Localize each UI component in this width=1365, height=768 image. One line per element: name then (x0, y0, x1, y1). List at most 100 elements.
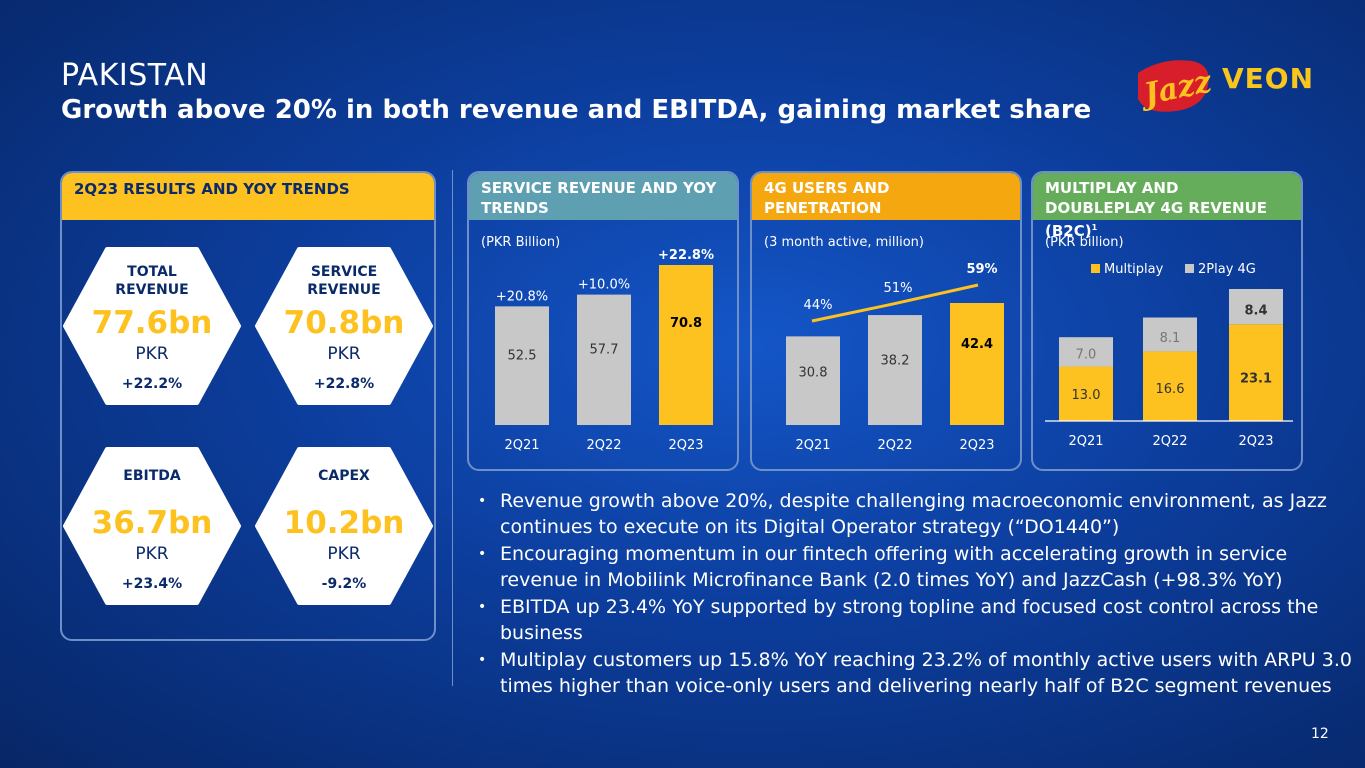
results-header: 2Q23 RESULTS AND YOY TRENDS (62, 173, 434, 220)
bullet-dot: • (478, 652, 487, 668)
page-title: Growth above 20% in both revenue and EBI… (61, 95, 1092, 125)
total-revenue-change: +22.2% (121, 376, 183, 392)
data-label: 8.4 (1244, 303, 1267, 318)
service-revenue-plot: 52.5 +20.8% 2Q21 57.7 +10.0% 2Q22 70.8 +22.8% 2Q… (495, 248, 714, 453)
hexagon-shape (255, 447, 433, 605)
bullet-dot: • (478, 493, 487, 509)
service-revenue-value: 70.8bn (283, 305, 405, 341)
data-label: 16.6 (1156, 382, 1185, 397)
tick-label: 2Q23 (1238, 434, 1273, 449)
tick-label: 2Q22 (586, 438, 621, 453)
bullet-list: • Revenue growth above 20%, despite chall… (478, 488, 1358, 700)
tick-label: 2Q21 (1068, 434, 1103, 449)
4g-users-chart-header: 4G USERS AND PENETRATION (752, 173, 1020, 220)
service-revenue-unit: PKR (327, 344, 361, 364)
tick-label: 2Q22 (1152, 434, 1187, 449)
data-label: 30.8 (799, 365, 828, 380)
4g-users-chart-subtitle: (3 month active, million) (764, 235, 924, 250)
line-label: 59% (966, 262, 997, 277)
total-revenue-unit: PKR (135, 344, 169, 364)
bar-segment (1059, 366, 1113, 421)
legend-swatch (1091, 264, 1100, 273)
bullet-item: • Multiplay customers up 15.8% YoY reachi… (478, 647, 1358, 699)
multiplay-chart-subtitle: (PKR billion) (1045, 235, 1124, 250)
tick-label: 2Q21 (795, 438, 830, 453)
line-label: 51% (884, 281, 913, 296)
data-label: 52.5 (508, 349, 537, 364)
data-label: 70.8 (670, 316, 702, 331)
bullet-text: Revenue growth above 20%, despite challe… (500, 490, 1327, 538)
capex-unit: PKR (327, 544, 361, 564)
service-revenue-chart: SERVICE REVENUE AND YOY TRENDS (PKR Bill… (467, 171, 739, 471)
hexagon-shape (63, 447, 241, 605)
bullet-dot: • (478, 546, 487, 562)
bar (659, 265, 713, 425)
bar (950, 303, 1004, 425)
ebitda-value: 36.7bn (91, 505, 213, 541)
yoy-label: +10.0% (578, 278, 630, 293)
bar-segment (1059, 337, 1113, 367)
tick-label: 2Q22 (877, 438, 912, 453)
page-country: PAKISTAN (61, 58, 209, 93)
bar-segment (1143, 351, 1197, 421)
tick-label: 2Q23 (668, 438, 703, 453)
ebitda-label: EBITDA (123, 468, 181, 484)
vertical-divider (452, 170, 453, 686)
data-label: 57.7 (590, 342, 619, 357)
capex-kpi: CAPEX 10.2bn PKR -9.2% (255, 445, 433, 607)
legend-swatch (1185, 264, 1194, 273)
capex-change: -9.2% (321, 576, 367, 592)
bullet-text: Encouraging momentum in our fintech offe… (500, 543, 1288, 591)
bar-segment (1229, 289, 1283, 325)
capex-label: CAPEX (318, 468, 370, 484)
tick-label: 2Q23 (959, 438, 994, 453)
bar-segment (1229, 324, 1283, 421)
hexagon-shape (63, 247, 241, 405)
service-revenue-label: SERVICE REVENUE (307, 264, 381, 298)
service-revenue-change: +22.8% (313, 376, 375, 392)
hexagon-shape (255, 247, 433, 405)
results-panel: 2Q23 RESULTS AND YOY TRENDS (60, 171, 436, 641)
data-label: 42.4 (961, 337, 993, 352)
ebitda-change: +23.4% (121, 576, 183, 592)
bullet-text: EBITDA up 23.4% YoY supported by strong … (500, 596, 1319, 644)
data-label: 38.2 (881, 354, 910, 369)
bullet-item: • EBITDA up 23.4% YoY supported by strong… (478, 594, 1358, 646)
yoy-label: +20.8% (496, 289, 548, 304)
bar (495, 306, 549, 425)
jazz-logo: Jazz (1132, 55, 1216, 117)
footnote-marker: 1 (1091, 223, 1098, 232)
ebitda-kpi: EBITDA 36.7bn PKR +23.4% (63, 445, 241, 607)
yoy-label: +22.8% (658, 248, 714, 263)
bullet-item: • Encouraging momentum in our fintech off… (478, 541, 1358, 593)
bullet-text: Multiplay customers up 15.8% YoY reachin… (500, 649, 1352, 697)
bullet-dot: • (478, 599, 487, 615)
bar-segment (1143, 317, 1197, 352)
tick-label: 2Q21 (504, 438, 539, 453)
legend-label: Multiplay (1104, 262, 1164, 277)
bar (868, 315, 922, 425)
data-label: 13.0 (1072, 388, 1101, 403)
total-revenue-kpi: TOTAL REVENUE 77.6bn PKR +22.2% (63, 245, 241, 407)
total-revenue-label: TOTAL REVENUE (115, 264, 189, 298)
multiplay-plot: Multiplay 2Play 4G 13.0 7.0 2Q21 16.6 8.1 2Q22 2… (1045, 262, 1293, 449)
data-label: 23.1 (1240, 371, 1272, 386)
service-revenue-kpi: SERVICE REVENUE 70.8bn PKR +22.8% (255, 245, 433, 407)
veon-logo: VEON (1222, 62, 1315, 95)
penetration-line (811, 283, 979, 323)
4g-users-plot: 30.8 2Q21 44% 38.2 2Q22 51% 42.4 2Q23 59% (786, 262, 1004, 453)
ebitda-unit: PKR (135, 544, 169, 564)
multiplay-chart-title: MULTIPLAY AND DOUBLEPLAY 4G REVENUE (B2C… (1045, 179, 1268, 240)
page-number: 12 (1311, 726, 1329, 742)
bar (577, 294, 631, 425)
4g-users-chart: 4G USERS AND PENETRATION (3 month active… (750, 171, 1022, 471)
total-revenue-value: 77.6bn (91, 305, 213, 341)
service-revenue-chart-header: SERVICE REVENUE AND YOY TRENDS (469, 173, 737, 220)
multiplay-chart-header: MULTIPLAY AND DOUBLEPLAY 4G REVENUE (B2C… (1033, 173, 1301, 240)
bullet-item: • Revenue growth above 20%, despite chall… (478, 488, 1358, 540)
bar (786, 336, 840, 425)
service-revenue-chart-subtitle: (PKR Billion) (481, 235, 561, 250)
data-label: 8.1 (1160, 331, 1181, 346)
multiplay-chart: MULTIPLAY AND DOUBLEPLAY 4G REVENUE (B2C… (1031, 171, 1303, 471)
line-label: 44% (804, 298, 833, 313)
